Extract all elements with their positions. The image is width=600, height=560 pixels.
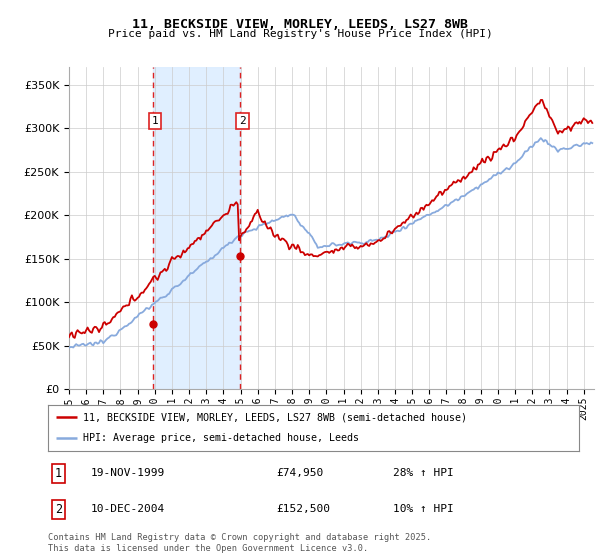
Text: Price paid vs. HM Land Registry's House Price Index (HPI): Price paid vs. HM Land Registry's House … xyxy=(107,29,493,39)
Bar xyxy=(152,67,240,389)
Text: 10% ↑ HPI: 10% ↑ HPI xyxy=(393,504,454,514)
Text: 10-DEC-2004: 10-DEC-2004 xyxy=(91,504,165,514)
Text: £74,950: £74,950 xyxy=(277,468,323,478)
Text: 11, BECKSIDE VIEW, MORLEY, LEEDS, LS27 8WB (semi-detached house): 11, BECKSIDE VIEW, MORLEY, LEEDS, LS27 8… xyxy=(83,412,467,422)
Text: 2: 2 xyxy=(55,503,62,516)
Text: 2: 2 xyxy=(239,116,246,126)
Text: 19-NOV-1999: 19-NOV-1999 xyxy=(91,468,165,478)
Text: 28% ↑ HPI: 28% ↑ HPI xyxy=(393,468,454,478)
Text: 1: 1 xyxy=(152,116,158,126)
Text: Contains HM Land Registry data © Crown copyright and database right 2025.
This d: Contains HM Land Registry data © Crown c… xyxy=(48,533,431,553)
Text: 1: 1 xyxy=(55,467,62,480)
Text: £152,500: £152,500 xyxy=(277,504,331,514)
Text: 11, BECKSIDE VIEW, MORLEY, LEEDS, LS27 8WB: 11, BECKSIDE VIEW, MORLEY, LEEDS, LS27 8… xyxy=(132,18,468,31)
Text: HPI: Average price, semi-detached house, Leeds: HPI: Average price, semi-detached house,… xyxy=(83,433,359,444)
